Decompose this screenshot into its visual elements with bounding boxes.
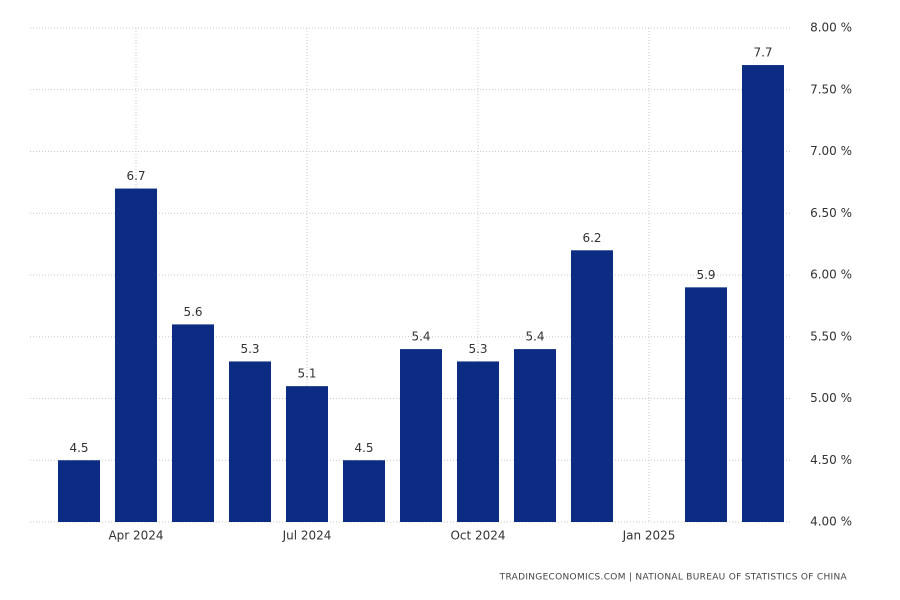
- y-tick-label: 6.00 %: [810, 268, 852, 282]
- bar: [343, 460, 385, 522]
- data-label: 7.7: [753, 46, 772, 60]
- bar: [172, 324, 214, 522]
- bar: [457, 361, 499, 522]
- y-tick-label: 7.00 %: [810, 144, 852, 158]
- x-tick-label: Jan 2025: [622, 529, 676, 543]
- data-label: 5.3: [240, 342, 259, 356]
- data-label: 6.7: [126, 169, 145, 183]
- source: TRADINGECONOMICS.COM | NATIONAL BUREAU O…: [499, 573, 848, 583]
- data-label: 5.4: [525, 330, 544, 344]
- bar: [58, 460, 100, 522]
- y-tick-label: 5.00 %: [810, 391, 852, 405]
- bar: [742, 65, 784, 523]
- bar: [229, 361, 271, 522]
- data-label: 4.5: [354, 441, 373, 455]
- x-tick-label: Oct 2024: [450, 529, 505, 543]
- data-label: 4.5: [69, 441, 88, 455]
- data-label: 5.4: [411, 330, 430, 344]
- data-label: 6.2: [582, 231, 601, 245]
- data-label: 5.6: [183, 305, 202, 319]
- x-tick-label: Jul 2024: [282, 529, 332, 543]
- x-tick-label: Apr 2024: [108, 529, 163, 543]
- y-tick-label: 8.00 %: [810, 21, 852, 35]
- data-label: 5.1: [297, 367, 316, 381]
- bar: [115, 188, 157, 523]
- bar: [571, 250, 613, 523]
- data-label: 5.3: [468, 342, 487, 356]
- y-tick-label: 6.50 %: [810, 206, 852, 220]
- bar: [400, 349, 442, 522]
- bar: [685, 287, 727, 522]
- data-label: 5.9: [696, 268, 715, 282]
- bar: [514, 349, 556, 522]
- y-tick-label: 4.00 %: [810, 515, 852, 529]
- bar: [286, 386, 328, 522]
- y-tick-label: 4.50 %: [810, 453, 852, 467]
- y-tick-label: 5.50 %: [810, 329, 852, 343]
- y-tick-label: 7.50 %: [810, 82, 852, 96]
